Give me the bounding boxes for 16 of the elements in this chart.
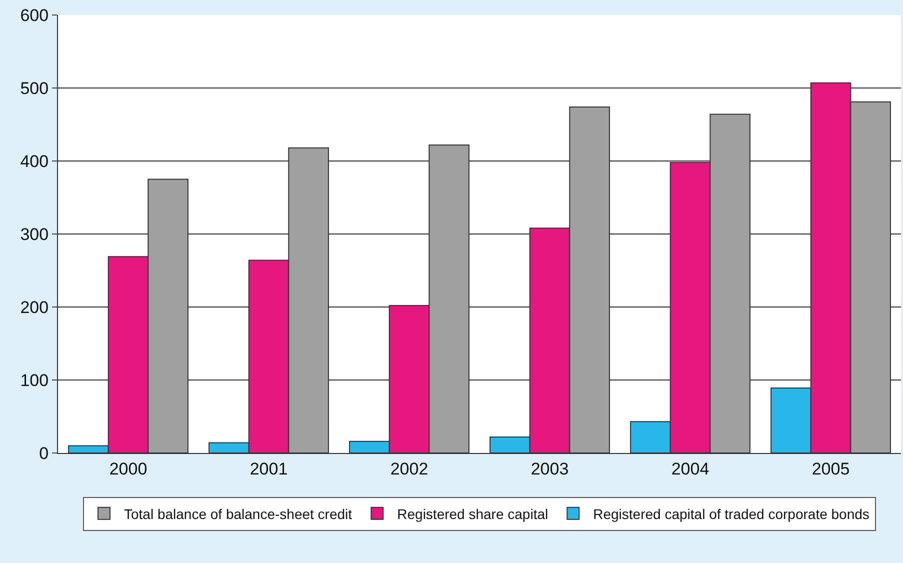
y-tick-label: 400 bbox=[20, 152, 49, 171]
x-tick-label: 2003 bbox=[530, 459, 569, 478]
x-tick-label: 2001 bbox=[250, 459, 288, 478]
legend-label: Registered share capital bbox=[397, 506, 548, 522]
legend-label: Total balance of balance-sheet credit bbox=[124, 506, 352, 522]
x-tick-label: 2002 bbox=[390, 459, 428, 478]
y-tick-label: 100 bbox=[20, 370, 49, 390]
y-tick-label: 200 bbox=[20, 298, 49, 317]
y-tick-label: 0 bbox=[39, 444, 49, 463]
y-tick-label: 300 bbox=[20, 224, 49, 244]
x-tick-label: 2005 bbox=[812, 459, 850, 478]
x-tick-label: 2000 bbox=[109, 459, 148, 478]
y-tick-label: 600 bbox=[20, 6, 49, 25]
y-tick-label: 500 bbox=[20, 78, 49, 98]
legend-label: Registered capital of traded corporate bonds bbox=[593, 506, 870, 522]
x-tick-label: 2004 bbox=[671, 459, 710, 478]
